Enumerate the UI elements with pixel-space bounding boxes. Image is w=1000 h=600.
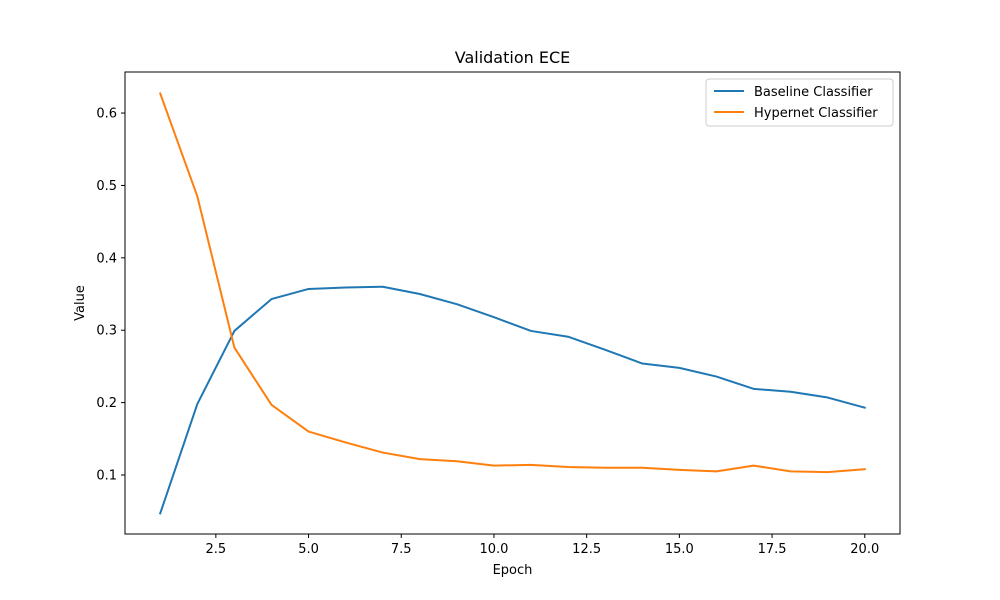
x-axis: 2.5 5.0 7.5 10.0 12.5 15.0 17.5 20.0 — [206, 534, 879, 557]
plot-frame — [124, 71, 901, 535]
y-tick-label: 0.1 — [96, 469, 117, 484]
y-tick-label: 0.5 — [96, 179, 117, 194]
x-tick-label: 7.5 — [391, 542, 412, 557]
y-tick-label: 0.6 — [96, 107, 117, 122]
legend-box — [705, 78, 894, 127]
x-tick-label: 10.0 — [479, 542, 508, 557]
plot-area — [125, 72, 900, 534]
legend: Baseline Classifier Hypernet Classifier — [705, 78, 894, 127]
y-tick-label: 0.2 — [96, 396, 117, 411]
x-tick-label: 17.5 — [758, 542, 787, 557]
x-tick-label: 5.0 — [298, 542, 319, 557]
y-tick-label: 0.4 — [96, 251, 117, 266]
series-line-baseline-classifier — [158, 285, 866, 515]
x-tick-label: 2.5 — [206, 542, 227, 557]
x-tick-label: 12.5 — [572, 542, 601, 557]
x-axis-label: Epoch — [493, 563, 533, 578]
series-line-hypernet-classifier — [158, 92, 866, 474]
legend-label-baseline-classifier: Baseline Classifier — [754, 85, 873, 100]
y-axis: 0.1 0.2 0.3 0.4 0.5 0.6 — [96, 107, 125, 484]
y-axis-label: Value — [73, 285, 88, 321]
series-layer — [158, 92, 866, 515]
y-tick-label: 0.3 — [96, 324, 117, 339]
legend-label-hypernet-classifier: Hypernet Classifier — [754, 106, 878, 121]
x-tick-label: 15.0 — [665, 542, 694, 557]
x-tick-label: 20.0 — [850, 542, 879, 557]
chart-title: Validation ECE — [455, 48, 570, 67]
